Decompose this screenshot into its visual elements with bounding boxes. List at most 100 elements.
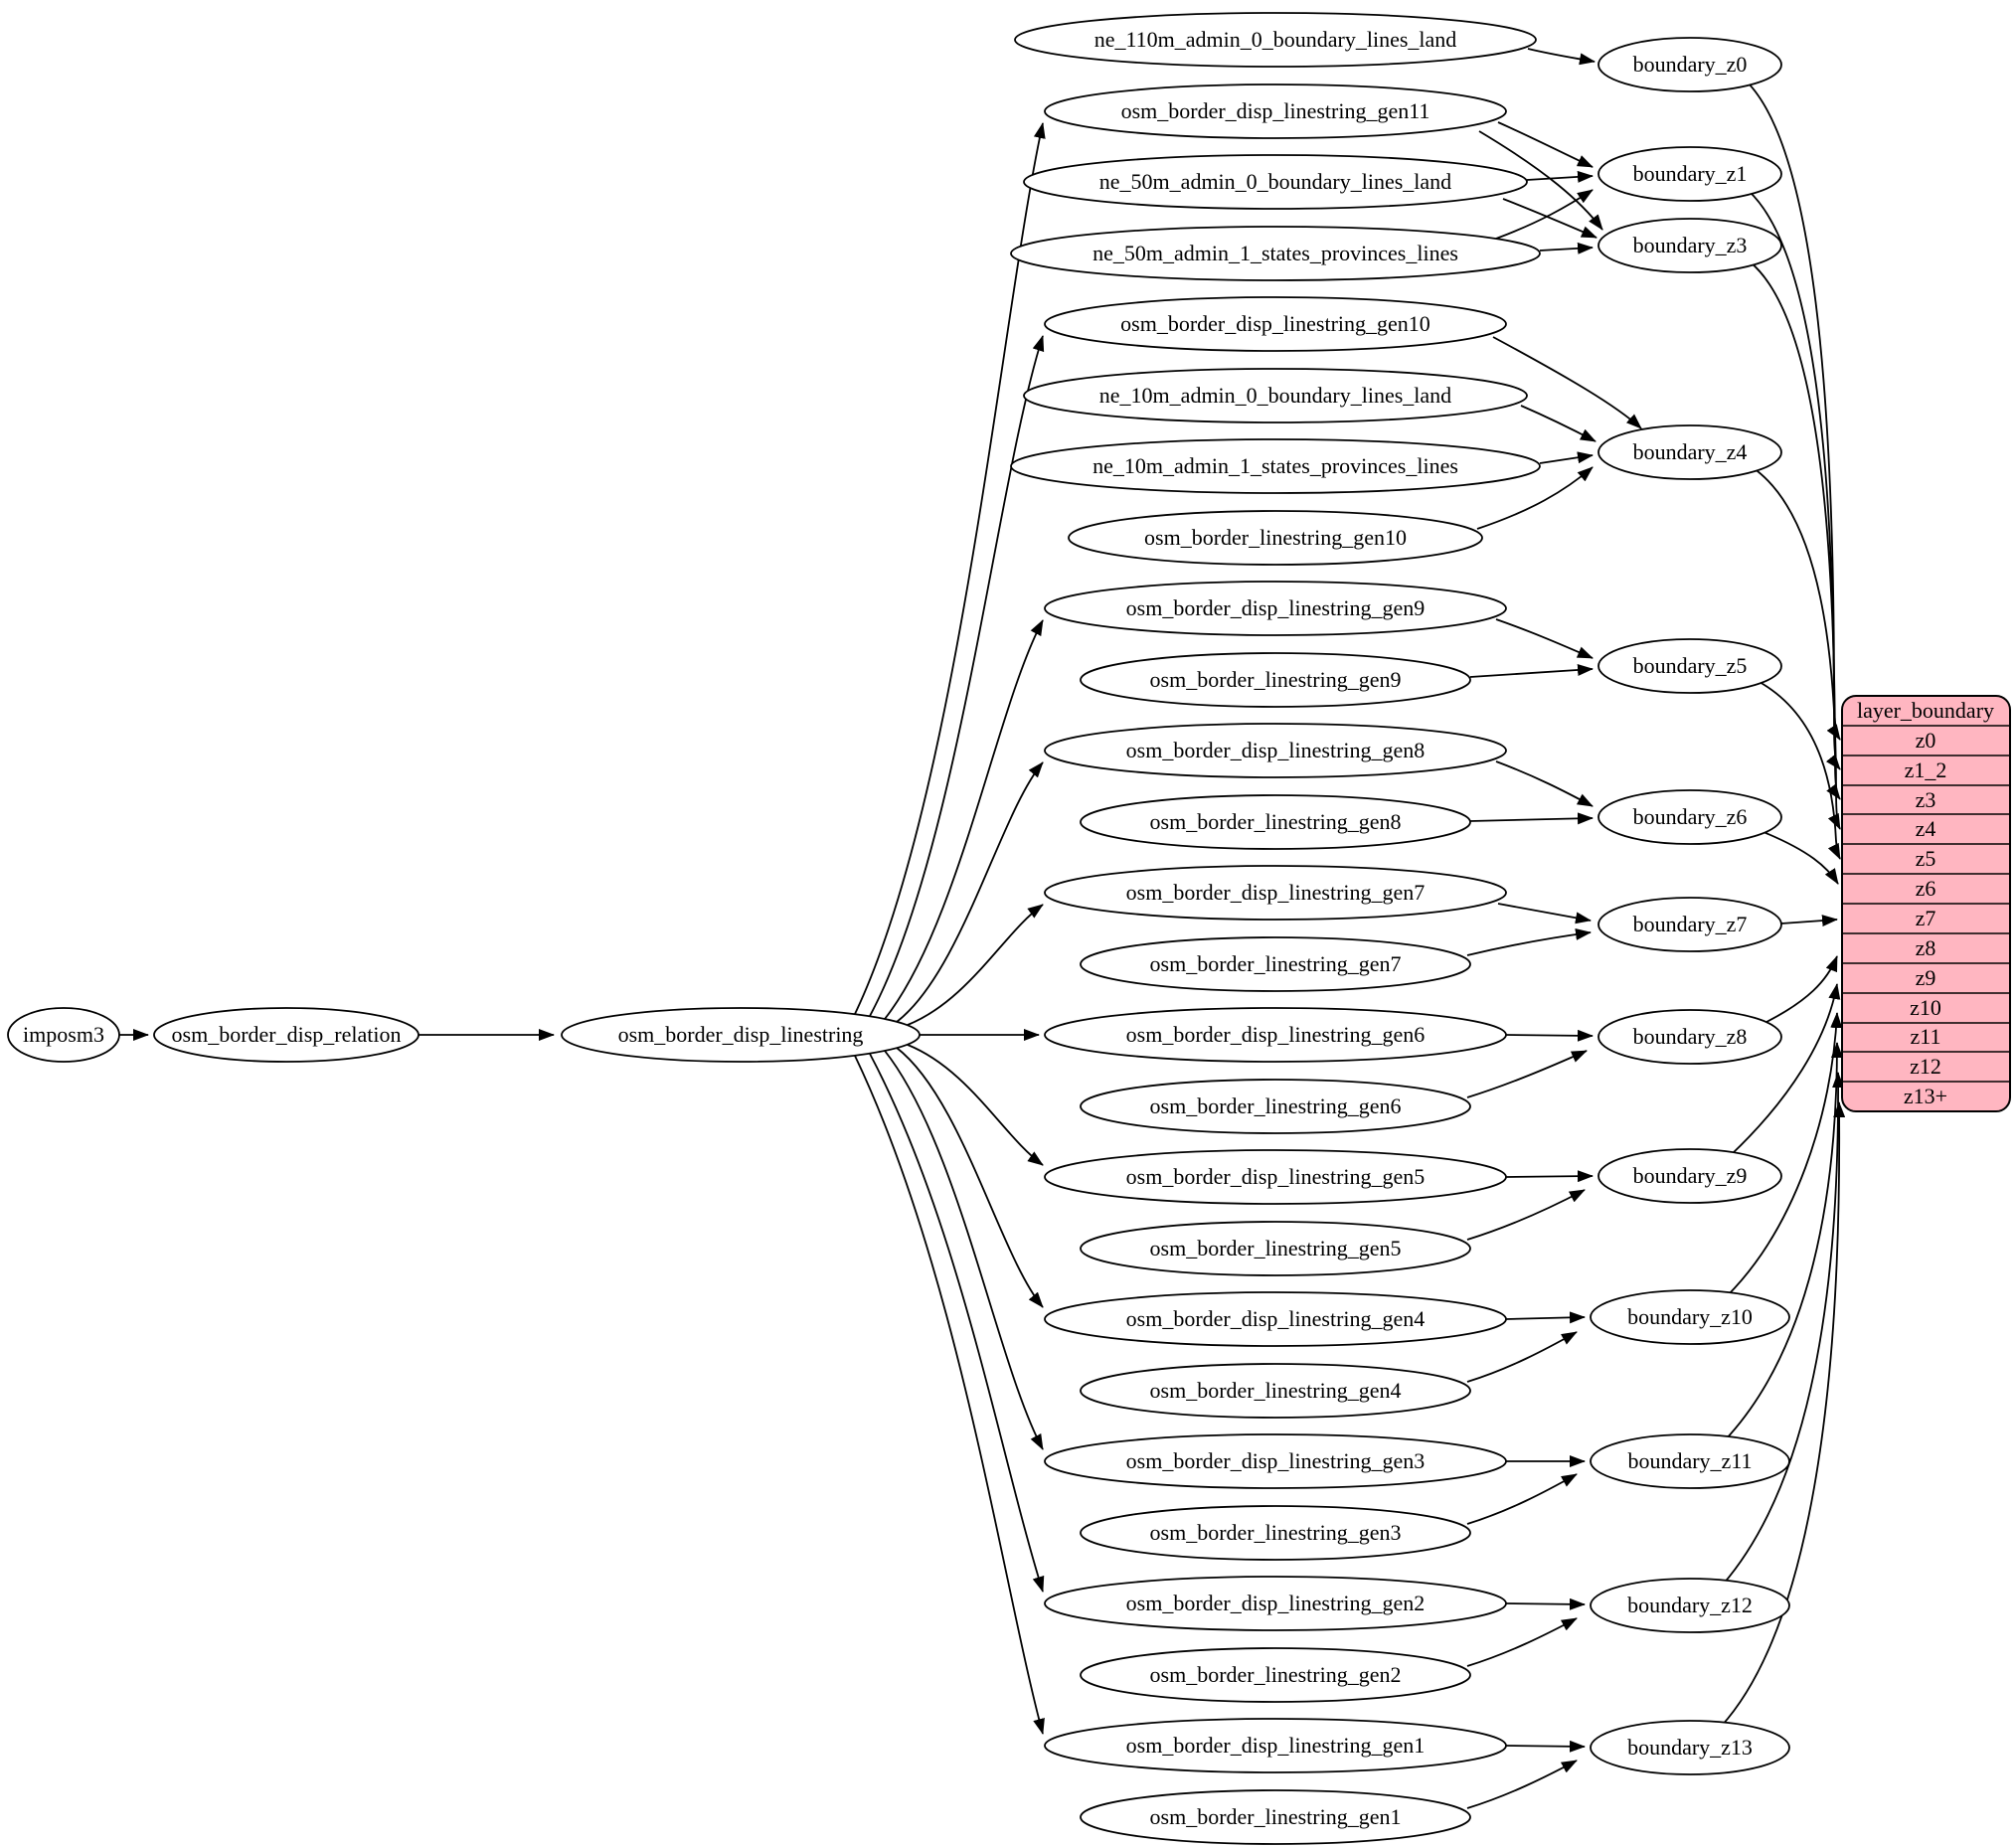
node-boundary_z6: boundary_z6 (1597, 789, 1782, 845)
node-osm_border_disp_linestring_gen3: osm_border_disp_linestring_gen3 (1044, 1433, 1507, 1489)
svg-text:boundary_z0: boundary_z0 (1633, 52, 1748, 77)
edge-hub-disp-gen7 (907, 904, 1044, 1026)
svg-text:osm_border_disp_linestring_gen: osm_border_disp_linestring_gen11 (1121, 98, 1430, 123)
node-osm_border_disp_linestring_gen7: osm_border_disp_linestring_gen7 (1044, 865, 1507, 921)
edge-lgen5-bz9 (1466, 1189, 1586, 1241)
edge-ne110m-bz0 (1527, 48, 1596, 66)
svg-text:boundary_z1: boundary_z1 (1633, 161, 1748, 186)
node-osm_border_linestring_gen6: osm_border_linestring_gen6 (1080, 1079, 1471, 1134)
node-osm_border_linestring_gen8: osm_border_linestring_gen8 (1080, 794, 1471, 850)
svg-text:boundary_z9: boundary_z9 (1633, 1163, 1748, 1188)
node-osm_border_disp_linestring_gen5: osm_border_disp_linestring_gen5 (1044, 1149, 1507, 1205)
svg-text:boundary_z10: boundary_z10 (1627, 1304, 1753, 1329)
svg-text:boundary_z5: boundary_z5 (1633, 653, 1748, 678)
table-row-z7: z7 (1916, 906, 1936, 930)
node-osm_border_disp_linestring_gen8: osm_border_disp_linestring_gen8 (1044, 723, 1507, 778)
node-boundary_z11: boundary_z11 (1590, 1433, 1790, 1489)
edge-gen7-bz7 (1497, 903, 1592, 924)
svg-text:boundary_z6: boundary_z6 (1633, 804, 1748, 829)
node-osm_border_linestring_gen2: osm_border_linestring_gen2 (1080, 1647, 1471, 1703)
svg-text:osm_border_linestring_gen10: osm_border_linestring_gen10 (1144, 525, 1407, 550)
svg-text:boundary_z12: boundary_z12 (1627, 1593, 1753, 1617)
node-boundary_z10: boundary_z10 (1590, 1289, 1790, 1345)
node-osm_border_disp_linestring_gen6: osm_border_disp_linestring_gen6 (1044, 1007, 1507, 1063)
svg-text:osm_border_linestring_gen1: osm_border_linestring_gen1 (1150, 1804, 1402, 1829)
svg-text:osm_border_disp_linestring_gen: osm_border_disp_linestring_gen5 (1126, 1164, 1426, 1189)
edge-bz9-row-z9 (1730, 983, 1841, 1156)
svg-text:boundary_z3: boundary_z3 (1633, 233, 1748, 257)
edge-lgen9-bz5 (1469, 663, 1594, 678)
edge-hub-disp-gen3 (884, 1050, 1044, 1450)
svg-text:osm_border_disp_linestring_gen: osm_border_disp_linestring_gen7 (1126, 880, 1426, 905)
node-boundary_z1: boundary_z1 (1597, 146, 1782, 202)
edge-gen9-bz5 (1495, 618, 1594, 659)
table-row-z6: z6 (1916, 876, 1936, 901)
table-row-z4: z4 (1916, 816, 1936, 841)
svg-text:osm_border_linestring_gen5: osm_border_linestring_gen5 (1150, 1236, 1402, 1260)
svg-text:boundary_z13: boundary_z13 (1627, 1735, 1753, 1760)
table-row-z3: z3 (1916, 787, 1936, 812)
node-osm_border_linestring_gen7: osm_border_linestring_gen7 (1080, 936, 1471, 992)
node-imposm3: imposm3 (7, 1007, 120, 1063)
node-boundary_z4: boundary_z4 (1597, 424, 1782, 480)
node-ne_50m_admin_1_states_provinces_lines: ne_50m_admin_1_states_provinces_lines (1010, 226, 1541, 281)
edge-bz3-row-z3 (1750, 261, 1841, 800)
node-ne_10m_admin_1_states_provinces_lines: ne_10m_admin_1_states_provinces_lines (1010, 438, 1541, 494)
svg-text:boundary_z8: boundary_z8 (1633, 1024, 1748, 1049)
edge-gen2-bz12 (1505, 1597, 1586, 1610)
svg-text:imposm3: imposm3 (23, 1022, 104, 1047)
svg-text:boundary_z7: boundary_z7 (1633, 912, 1748, 936)
node-boundary_z13: boundary_z13 (1590, 1720, 1790, 1775)
edge-hub-disp-gen4 (896, 1047, 1044, 1308)
svg-text:osm_border_linestring_gen4: osm_border_linestring_gen4 (1150, 1378, 1402, 1403)
table-row-z5: z5 (1916, 846, 1936, 871)
nodes: imposm3 osm_border_disp_relation osm_bor… (7, 12, 1790, 1845)
table-row-z9: z9 (1916, 965, 1936, 990)
svg-text:osm_border_disp_relation: osm_border_disp_relation (172, 1022, 402, 1047)
edge-bz4-row-z4 (1753, 467, 1841, 830)
svg-text:osm_border_linestring_gen8: osm_border_linestring_gen8 (1150, 809, 1402, 834)
edge-ne50m0-bz3 (1502, 198, 1597, 239)
node-ne_50m_admin_0_boundary_lines_land: ne_50m_admin_0_boundary_lines_land (1023, 154, 1528, 210)
node-osm_border_disp_linestring_gen11: osm_border_disp_linestring_gen11 (1044, 84, 1507, 139)
edges (119, 48, 1846, 1809)
node-boundary_z3: boundary_z3 (1597, 218, 1782, 273)
node-osm_border_linestring_gen1: osm_border_linestring_gen1 (1080, 1789, 1471, 1845)
svg-text:ne_10m_admin_0_boundary_lines_: ne_10m_admin_0_boundary_lines_land (1099, 383, 1451, 408)
node-boundary_z9: boundary_z9 (1597, 1148, 1782, 1204)
node-osm_border_linestring_gen10: osm_border_linestring_gen10 (1068, 510, 1483, 566)
edge-bz8-row-z8 (1765, 955, 1838, 1023)
edge-lgen2-bz12 (1466, 1617, 1578, 1667)
edge-lgen3-bz11 (1466, 1473, 1578, 1525)
svg-text:ne_50m_admin_0_boundary_lines_: ne_50m_admin_0_boundary_lines_land (1099, 169, 1451, 194)
edge-gen10-bz4 (1492, 336, 1642, 429)
edge-gen11-bz1 (1497, 121, 1594, 168)
table-title: layer_boundary (1857, 698, 1994, 723)
edge-bz13-row-z13plus (1720, 1101, 1846, 1728)
node-osm_border_disp_linestring_gen9: osm_border_disp_linestring_gen9 (1044, 581, 1507, 636)
edge-gen6-bz8 (1505, 1029, 1594, 1042)
node-osm_border_disp_linestring_gen2: osm_border_disp_linestring_gen2 (1044, 1576, 1507, 1631)
edge-hub-disp-gen11 (854, 122, 1046, 1015)
table-row-z12: z12 (1910, 1054, 1941, 1079)
svg-text:osm_border_disp_linestring_gen: osm_border_disp_linestring_gen6 (1126, 1022, 1426, 1047)
edge-bz11-row-z11 (1724, 1042, 1843, 1441)
svg-text:osm_border_disp_linestring_gen: osm_border_disp_linestring_gen10 (1120, 311, 1430, 336)
svg-text:osm_border_linestring_gen3: osm_border_linestring_gen3 (1150, 1520, 1402, 1545)
edge-lgen10-bz4 (1476, 466, 1594, 530)
node-osm_border_disp_linestring_gen4: osm_border_disp_linestring_gen4 (1044, 1291, 1507, 1347)
edge-hub-disp-gen10 (869, 335, 1045, 1017)
svg-text:ne_110m_admin_0_boundary_lines: ne_110m_admin_0_boundary_lines_land (1094, 27, 1457, 52)
svg-text:osm_border_disp_linestring_gen: osm_border_disp_linestring_gen4 (1126, 1306, 1426, 1331)
edge-hub-disp-gen1 (854, 1055, 1045, 1735)
table-row-z0: z0 (1916, 728, 1936, 753)
node-boundary_z7: boundary_z7 (1597, 897, 1782, 952)
edge-hub-disp-gen2 (869, 1053, 1045, 1593)
edge-lgen8-bz6 (1469, 812, 1594, 825)
table-row-z10: z10 (1910, 995, 1941, 1020)
edge-ne50m1-bz3 (1539, 242, 1594, 254)
svg-text:osm_border_linestring_gen2: osm_border_linestring_gen2 (1150, 1662, 1402, 1687)
svg-text:ne_50m_admin_1_states_province: ne_50m_admin_1_states_provinces_lines (1092, 241, 1458, 265)
node-osm_border_disp_linestring_gen1: osm_border_disp_linestring_gen1 (1044, 1718, 1507, 1773)
table-row-z8: z8 (1916, 935, 1936, 960)
